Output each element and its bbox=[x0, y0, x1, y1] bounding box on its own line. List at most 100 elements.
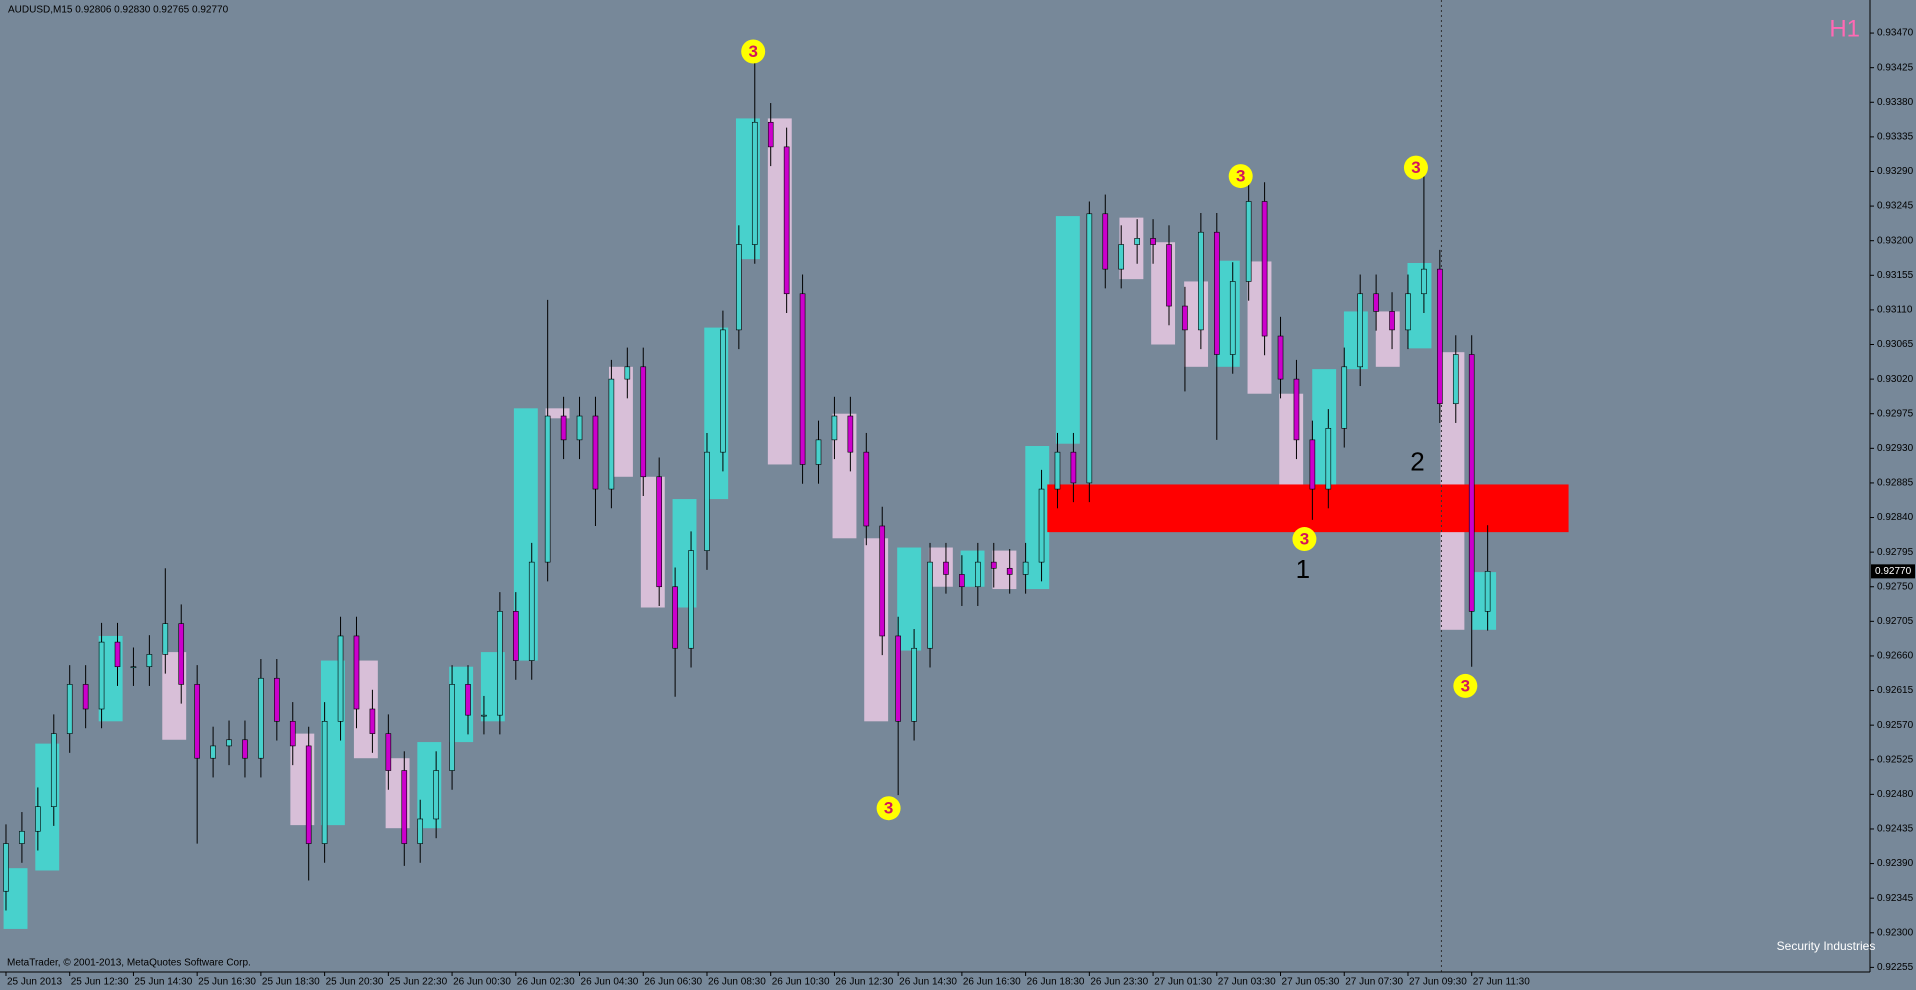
x-tick-label: 27 Jun 03:30 bbox=[1218, 977, 1276, 988]
candle-body bbox=[19, 830, 25, 844]
y-tick-label: 0.93020 bbox=[1877, 374, 1914, 385]
candle-body bbox=[767, 121, 774, 148]
x-tick-label: 26 Jun 18:30 bbox=[1027, 977, 1085, 988]
candle-body bbox=[1245, 201, 1252, 282]
badge bbox=[1292, 527, 1317, 552]
x-tick-label: 26 Jun 23:30 bbox=[1090, 977, 1148, 988]
candle-body bbox=[321, 721, 328, 844]
y-tick-label: 0.92795 bbox=[1877, 547, 1914, 558]
candle-body bbox=[656, 476, 662, 588]
candle-body bbox=[1086, 213, 1093, 484]
zone bbox=[1047, 484, 1569, 533]
candle-body bbox=[608, 378, 615, 490]
candle-body bbox=[1277, 335, 1284, 380]
h1-bar bbox=[897, 547, 922, 651]
candle-body bbox=[720, 329, 726, 453]
candle-body bbox=[911, 647, 917, 722]
y-tick-label: 0.93335 bbox=[1877, 132, 1914, 143]
candle-body bbox=[1022, 561, 1029, 575]
candle-body bbox=[98, 641, 105, 710]
candle-body bbox=[274, 677, 280, 722]
candle-body bbox=[640, 366, 647, 478]
y-tick-label: 0.93290 bbox=[1877, 166, 1914, 177]
last-price-label: 0.92770 bbox=[1875, 566, 1912, 577]
candle-body bbox=[528, 561, 535, 661]
chart-title: AUDUSD,M15 0.92806 0.92830 0.92765 0.927… bbox=[8, 5, 229, 16]
candle-body bbox=[433, 770, 439, 820]
candle-body bbox=[210, 745, 216, 759]
timeframe-label: H1 bbox=[1829, 15, 1860, 42]
candle-body bbox=[35, 806, 41, 832]
candle-body bbox=[449, 684, 455, 771]
candle-body bbox=[130, 666, 137, 669]
candle-body bbox=[1437, 268, 1443, 405]
candle-body bbox=[560, 415, 567, 441]
candle-body bbox=[242, 739, 248, 759]
candle-body bbox=[799, 293, 806, 465]
badge bbox=[876, 796, 901, 821]
candle-body bbox=[146, 654, 153, 668]
x-tick-label: 26 Jun 02:30 bbox=[517, 977, 575, 988]
candle-body bbox=[624, 366, 631, 380]
badge bbox=[1403, 155, 1428, 180]
y-tick-label: 0.92705 bbox=[1877, 616, 1914, 627]
candle-body bbox=[194, 684, 200, 759]
x-tick-label: 25 Jun 22:30 bbox=[389, 977, 447, 988]
candle-body bbox=[353, 635, 360, 710]
candle-body bbox=[369, 708, 376, 734]
h1-bar bbox=[1312, 369, 1337, 502]
x-tick-label: 26 Jun 06:30 bbox=[644, 977, 702, 988]
badge-text: 3 bbox=[1461, 676, 1470, 695]
h1-bar bbox=[1407, 262, 1432, 349]
candle-body bbox=[576, 415, 583, 441]
candle-body bbox=[1468, 354, 1475, 612]
y-tick-label: 0.93110 bbox=[1877, 305, 1913, 316]
y-tick-label: 0.93155 bbox=[1877, 270, 1914, 281]
y-tick-label: 0.92840 bbox=[1877, 512, 1914, 523]
candle-body bbox=[1229, 281, 1236, 355]
candle-body bbox=[1150, 238, 1156, 245]
x-tick-label: 25 Jun 20:30 bbox=[326, 977, 384, 988]
candle-body bbox=[1421, 268, 1427, 295]
badge bbox=[1228, 164, 1253, 189]
x-tick-label: 25 Jun 2013 bbox=[7, 977, 62, 988]
candle-body bbox=[1182, 305, 1188, 331]
candle-body bbox=[1006, 567, 1013, 575]
logo: Security Industries bbox=[1777, 939, 1876, 953]
candle-body bbox=[1309, 439, 1316, 490]
candle-body bbox=[751, 121, 758, 245]
y-tick-label: 0.92975 bbox=[1877, 408, 1914, 419]
y-tick-label: 0.93065 bbox=[1877, 339, 1914, 350]
y-tick-label: 0.92615 bbox=[1877, 685, 1914, 696]
candle-body bbox=[863, 451, 870, 527]
y-tick-label: 0.92570 bbox=[1877, 720, 1914, 731]
candle-body bbox=[815, 439, 822, 465]
candle-body bbox=[672, 586, 678, 649]
candle-body bbox=[1325, 428, 1332, 490]
y-tick-label: 0.93245 bbox=[1877, 201, 1914, 212]
candle-body bbox=[1198, 231, 1204, 331]
y-tick-label: 0.92930 bbox=[1877, 443, 1914, 454]
candle-body bbox=[178, 623, 185, 685]
candle-body bbox=[831, 415, 838, 441]
y-tick-label: 0.92300 bbox=[1877, 927, 1914, 938]
candle-body bbox=[736, 244, 742, 331]
candle-body bbox=[337, 635, 344, 722]
candle-body bbox=[289, 721, 296, 747]
candle-body bbox=[162, 623, 169, 655]
y-tick-label: 0.92750 bbox=[1877, 581, 1914, 592]
wave-label: 1 bbox=[1296, 554, 1310, 584]
candle-body bbox=[1484, 571, 1491, 612]
candle-body bbox=[688, 550, 694, 649]
h1-bar bbox=[1375, 311, 1400, 367]
candle-body bbox=[465, 684, 471, 716]
y-tick-label: 0.93425 bbox=[1877, 62, 1914, 73]
candle-body bbox=[82, 684, 89, 710]
badge-text: 3 bbox=[884, 799, 893, 818]
h1-bar bbox=[3, 868, 28, 929]
candle-body bbox=[1213, 231, 1220, 355]
h1-bar bbox=[1472, 572, 1497, 630]
x-tick-label: 25 Jun 12:30 bbox=[71, 977, 129, 988]
